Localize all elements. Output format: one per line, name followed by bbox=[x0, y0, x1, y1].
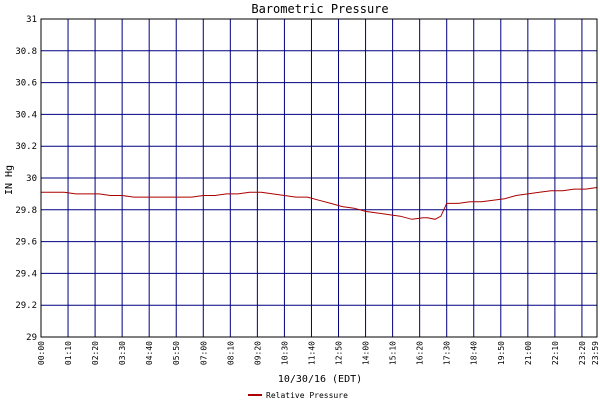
y-axis-label: IN Hg bbox=[4, 165, 15, 195]
x-tick-labels: 00:00 01:10 02:20 03:30 04:40 05:50 07:00 08:10… bbox=[37, 341, 600, 365]
x-tick-label: 04:40 bbox=[145, 341, 154, 365]
x-tick-label: 23:59 bbox=[591, 341, 600, 365]
plot-border bbox=[40, 18, 598, 338]
x-tick-label: 11:40 bbox=[307, 341, 316, 365]
x-tick-label: 23:20 bbox=[578, 341, 587, 365]
legend-label: Relative Pressure bbox=[266, 391, 348, 400]
x-tick-label: 15:10 bbox=[389, 341, 398, 365]
x-tick-label: 12:50 bbox=[335, 341, 344, 365]
x-tick-label: 16:20 bbox=[416, 341, 425, 365]
y-tick-label: 29.4 bbox=[15, 269, 37, 279]
y-tick-label: 30 bbox=[26, 174, 37, 184]
y-tick-label: 31 bbox=[26, 15, 37, 25]
y-tick-label: 29.2 bbox=[15, 301, 37, 311]
y-tick-label: 29.6 bbox=[15, 238, 37, 248]
chart-title: Barometric Pressure bbox=[251, 2, 388, 16]
y-tick-label: 29 bbox=[26, 333, 37, 343]
x-tick-label: 08:10 bbox=[226, 341, 235, 365]
y-tick-label: 29.8 bbox=[15, 206, 37, 216]
x-tick-label: 01:10 bbox=[64, 341, 73, 365]
x-tick-label: 02:20 bbox=[91, 341, 100, 365]
y-tick-label: 30.2 bbox=[15, 142, 37, 152]
x-tick-label: 14:00 bbox=[362, 341, 371, 365]
y-tick-label: 30.6 bbox=[15, 79, 37, 89]
series-line-relative-pressure bbox=[41, 187, 598, 220]
x-tick-label: 21:00 bbox=[524, 341, 533, 365]
y-tick-label: 30.4 bbox=[15, 110, 37, 120]
x-tick-label: 19:50 bbox=[497, 341, 506, 365]
x-tick-label: 17:30 bbox=[443, 341, 452, 365]
x-tick-label: 07:00 bbox=[199, 341, 208, 365]
y-tick-label: 30.8 bbox=[15, 47, 37, 57]
x-tick-label: 22:10 bbox=[551, 341, 560, 365]
x-tick-label: 00:00 bbox=[37, 341, 46, 365]
y-tick-labels: 29 29.2 29.4 29.6 29.8 30 30.2 30.4 30.6 30.8 31 bbox=[15, 15, 37, 343]
x-axis-label: 10/30/16 (EDT) bbox=[278, 374, 362, 385]
x-tick-label: 03:30 bbox=[118, 341, 127, 365]
horizontal-gridlines bbox=[41, 18, 597, 338]
x-tick-label: 05:50 bbox=[172, 341, 181, 365]
x-tick-label: 10:30 bbox=[280, 341, 289, 365]
x-tick-label: 18:40 bbox=[470, 341, 479, 365]
legend: Relative Pressure bbox=[248, 391, 348, 400]
x-tick-label: 09:20 bbox=[253, 341, 262, 365]
